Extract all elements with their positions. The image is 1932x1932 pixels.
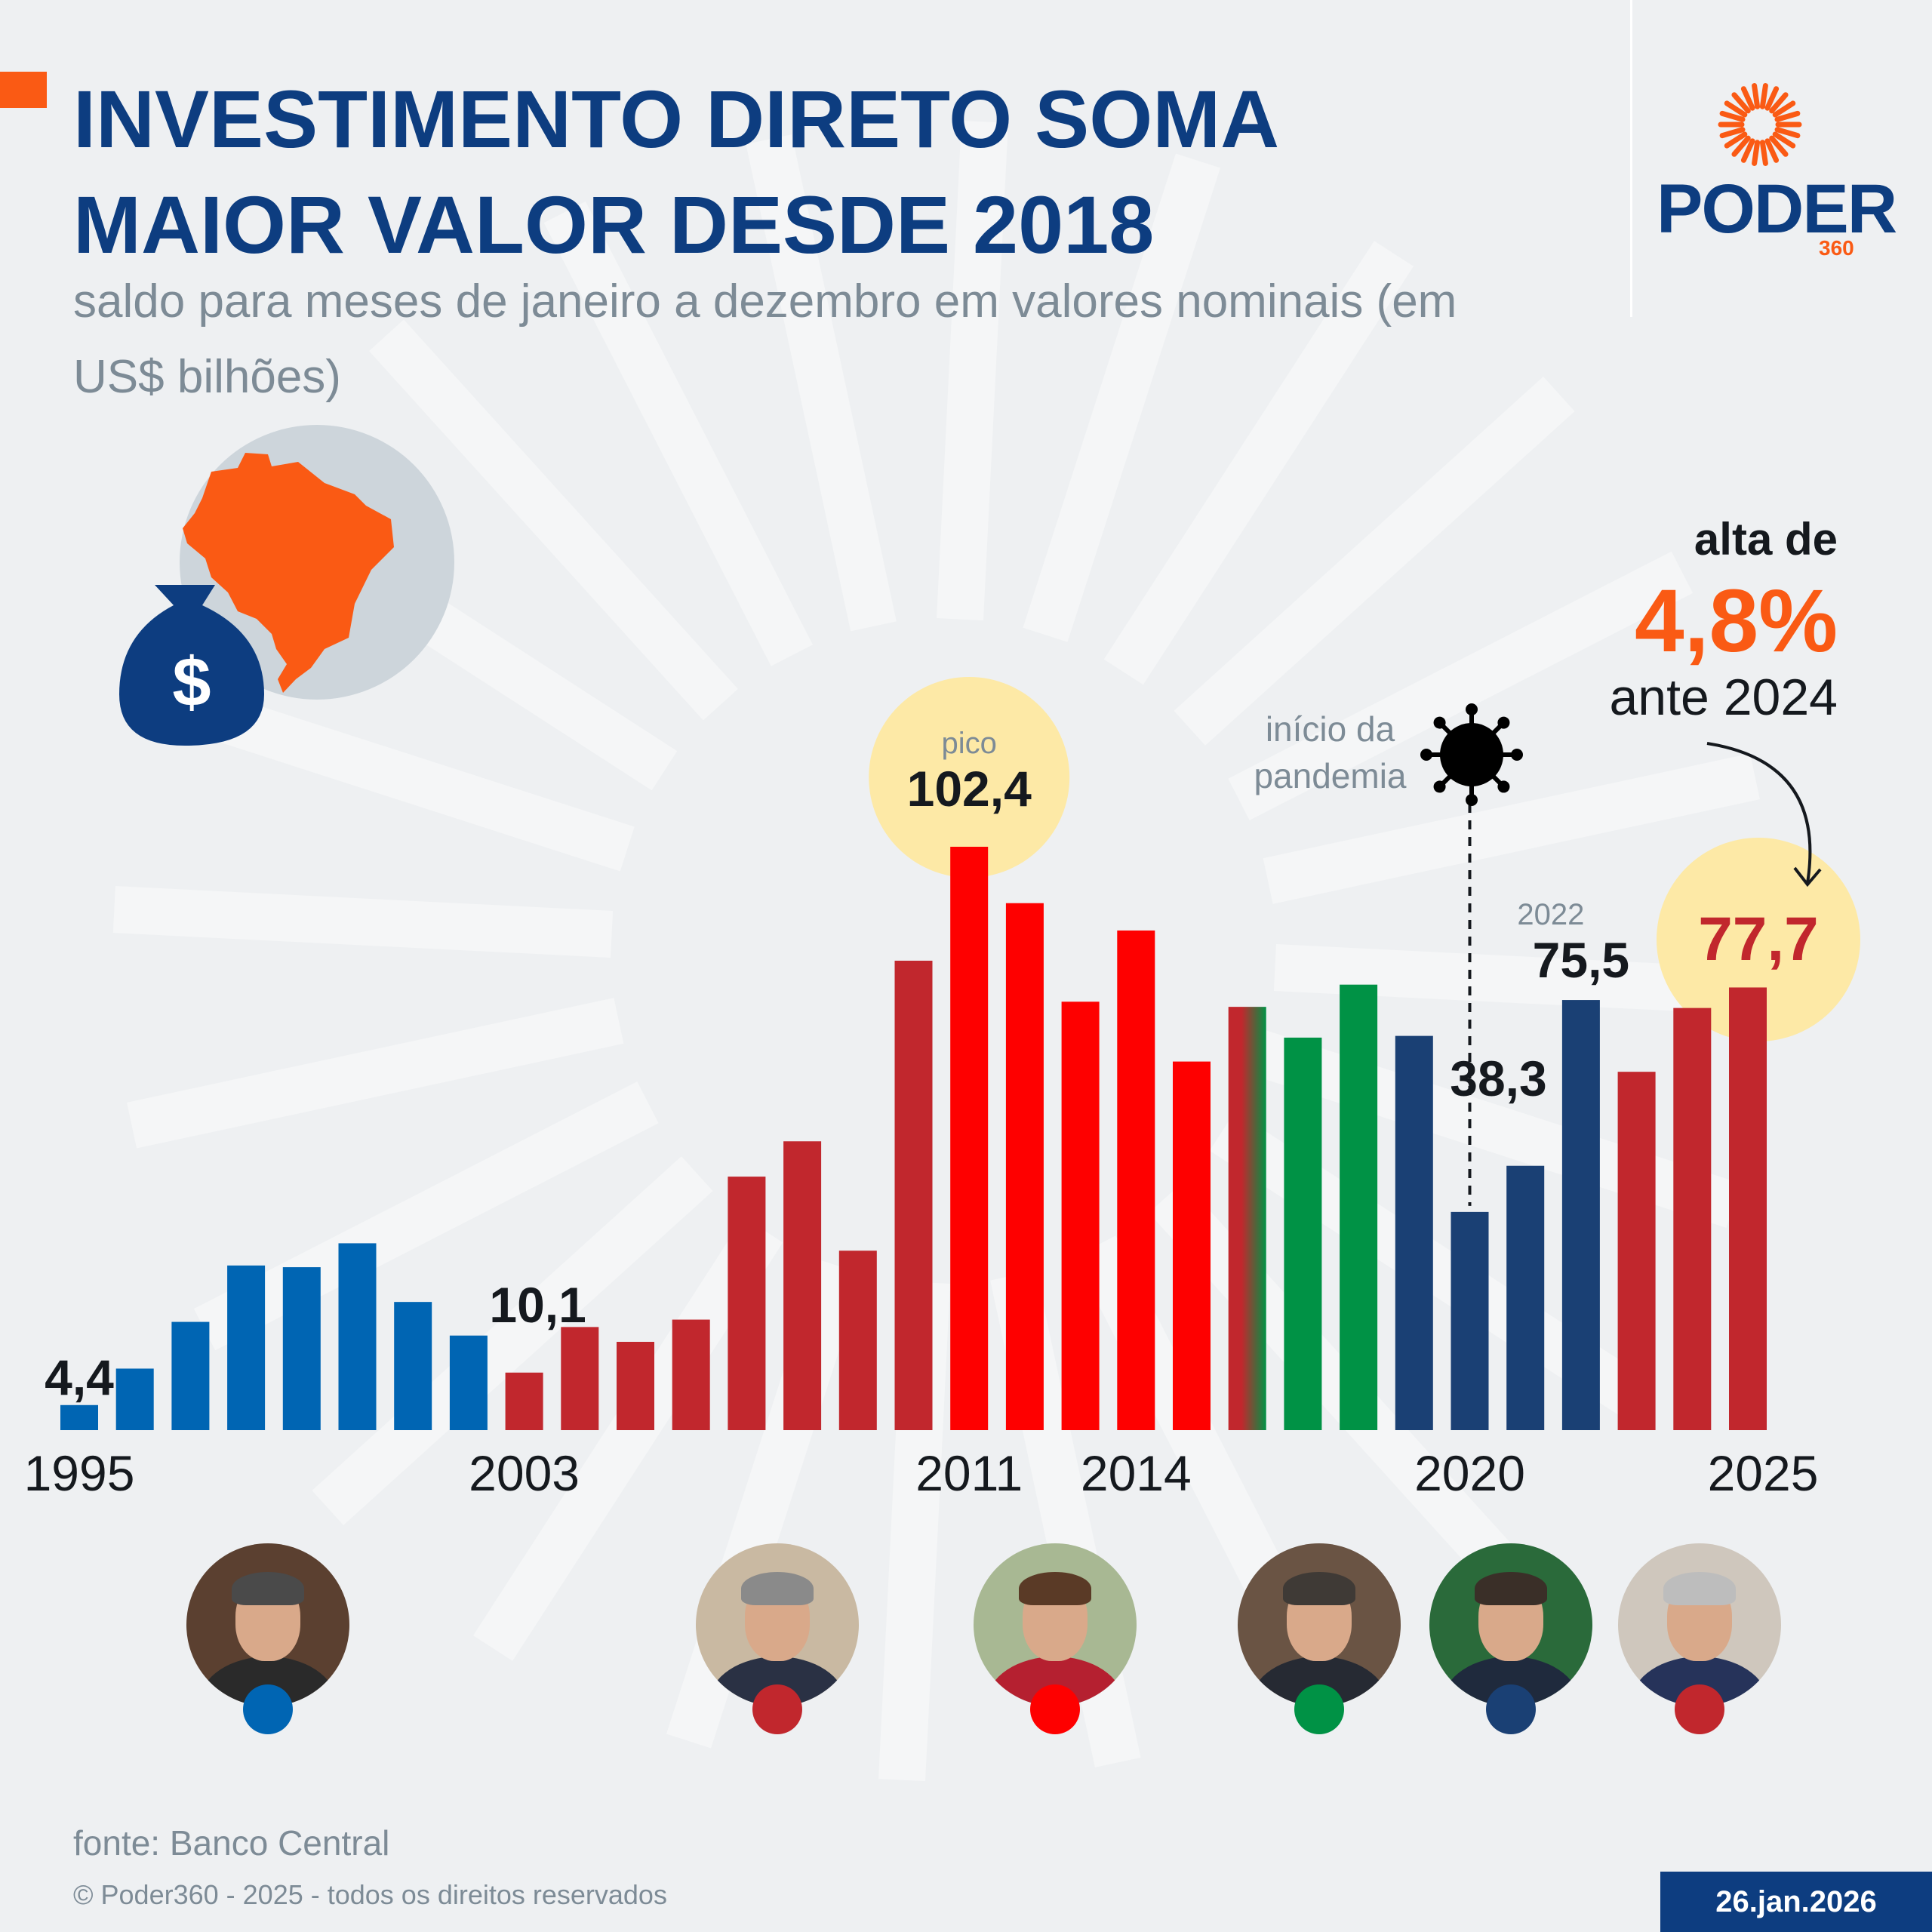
president-portrait-6 <box>1618 1543 1781 1706</box>
pandemic-note-line-1: início da <box>1265 709 1395 749</box>
bar-2017 <box>1284 1037 1322 1430</box>
bar-1999 <box>282 1267 321 1430</box>
bar-1996 <box>115 1368 154 1430</box>
bar-2018 <box>1340 984 1378 1430</box>
bar-2001 <box>394 1302 432 1430</box>
date-badge: 26.jan.2026 <box>1660 1872 1932 1932</box>
bar-2006 <box>672 1319 710 1430</box>
dollar-sign-icon: $ <box>172 644 211 721</box>
x-tick-1995: 1995 <box>24 1445 135 1501</box>
x-tick-2003: 2003 <box>469 1445 580 1501</box>
bar-2022 <box>1561 1000 1600 1430</box>
president-portrait-1 <box>186 1543 349 1706</box>
logo-number: 360 <box>1819 236 1854 260</box>
bar-2023 <box>1617 1072 1656 1430</box>
x-tick-2025: 2025 <box>1708 1445 1819 1501</box>
bar-2014 <box>1117 930 1155 1430</box>
president-portrait-5 <box>1429 1543 1592 1706</box>
bar-2009 <box>838 1251 877 1430</box>
highlight-prefix: alta de <box>1694 514 1838 565</box>
value-label-2022: 75,5 <box>1533 932 1629 988</box>
bar-2008 <box>783 1141 822 1430</box>
bar-2007 <box>728 1177 766 1430</box>
bar-1998 <box>227 1265 266 1430</box>
value-label-2003: 10,1 <box>489 1277 586 1333</box>
source-note: fonte: Banco Central <box>73 1823 390 1863</box>
pandemic-note: início da pandemia <box>1238 706 1423 799</box>
bar-2010 <box>894 960 933 1430</box>
virus-icon <box>1420 703 1523 806</box>
bar-2002 <box>449 1335 488 1430</box>
highlight-suffix: ante 2024 <box>1609 669 1838 726</box>
year-2022-caption: 2022 <box>1517 898 1584 931</box>
bar-2025 <box>1729 987 1767 1430</box>
value-label-2020: 38,3 <box>1450 1051 1546 1106</box>
page-title: INVESTIMENTO DIRETO SOMA MAIOR VALOR DES… <box>73 66 1356 278</box>
bar-2005 <box>617 1341 654 1430</box>
bar-2021 <box>1506 1165 1545 1430</box>
bar-2019 <box>1395 1035 1433 1430</box>
bar-2016 <box>1228 1007 1266 1430</box>
title-accent-mark <box>0 72 47 108</box>
bar-2003 <box>505 1372 543 1430</box>
party-dot-5 <box>1486 1684 1536 1734</box>
bar-2020 <box>1451 1211 1489 1430</box>
peak-value: 102,4 <box>907 761 1032 817</box>
x-tick-2020: 2020 <box>1414 1445 1525 1501</box>
party-dot-1 <box>243 1684 293 1734</box>
x-tick-2011: 2011 <box>915 1445 1023 1501</box>
party-dot-2 <box>752 1684 802 1734</box>
highlight-value: 4,8% <box>1635 571 1838 671</box>
arrow-head-icon <box>1793 866 1822 888</box>
bar-2013 <box>1061 1001 1100 1430</box>
president-portrait-4 <box>1238 1543 1401 1706</box>
bar-2012 <box>1005 903 1044 1430</box>
highlight-arrow <box>1706 742 1812 884</box>
bar-2011 <box>950 847 989 1430</box>
pandemic-note-line-2: pandemia <box>1254 756 1407 795</box>
peak-bubble <box>869 677 1070 878</box>
x-tick-2014: 2014 <box>1081 1445 1192 1501</box>
bar-2000 <box>338 1243 377 1430</box>
peak-label: pico <box>942 727 997 760</box>
title-line-1: INVESTIMENTO DIRETO SOMA <box>73 73 1280 165</box>
party-dot-4 <box>1294 1684 1344 1734</box>
value-label-1995: 4,4 <box>45 1349 114 1405</box>
bar-2015 <box>1173 1061 1211 1430</box>
sun-logo-icon <box>1718 83 1802 166</box>
bar-2024 <box>1673 1008 1712 1430</box>
latest-value-bubble <box>1657 838 1860 1041</box>
brazil-map-icon <box>183 453 394 693</box>
brazil-money-illustration: $ <box>119 425 454 746</box>
logo-divider <box>1630 0 1632 317</box>
chart-subtitle: saldo para meses de janeiro a dezembro e… <box>73 275 1457 403</box>
money-bag-icon <box>119 585 264 746</box>
bar-1997 <box>171 1321 210 1430</box>
value-label-2025: 77,7 <box>1698 905 1819 974</box>
title-line-2: MAIOR VALOR DESDE 2018 <box>73 179 1155 270</box>
bar-2004 <box>561 1327 599 1430</box>
president-portrait-2 <box>696 1543 859 1706</box>
party-dot-3 <box>1030 1684 1080 1734</box>
party-dot-6 <box>1675 1684 1724 1734</box>
bar-1995 <box>60 1404 98 1430</box>
copyright-note: © Poder360 - 2025 - todos os direitos re… <box>73 1879 667 1910</box>
president-portrait-3 <box>974 1543 1137 1706</box>
logo-word: PODER <box>1657 171 1897 248</box>
